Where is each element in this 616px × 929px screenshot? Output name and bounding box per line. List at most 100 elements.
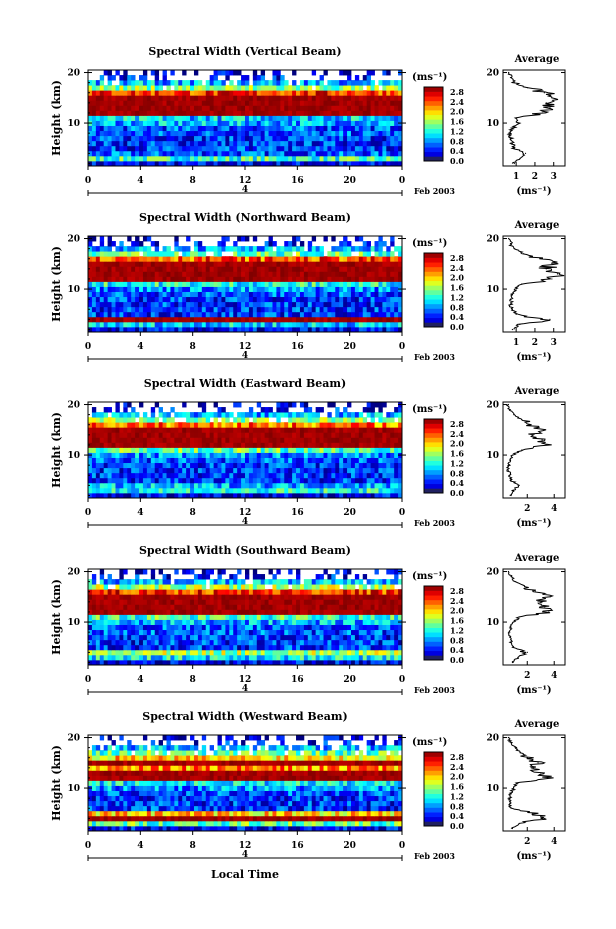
heatmap-cell: [366, 467, 371, 474]
heatmap-cell: [119, 467, 124, 474]
heatmap-cell: [354, 452, 360, 458]
heatmap-cell: [354, 261, 360, 267]
heatmap-cell: [272, 271, 277, 277]
heatmap-cell: [91, 482, 97, 489]
heatmap-cell: [284, 477, 289, 484]
heatmap-cell: [323, 160, 328, 167]
heatmap-cell: [131, 95, 136, 101]
heatmap-cell: [213, 427, 218, 433]
heatmap-cell: [170, 422, 175, 428]
heatmap-cell: [327, 649, 332, 656]
heatmap-cell: [339, 90, 344, 96]
heatmap-cell: [178, 644, 183, 651]
heatmap-cell: [170, 276, 175, 282]
heatmap-cell: [331, 80, 336, 86]
heatmap-cell: [284, 639, 289, 646]
heatmap-cell: [288, 301, 293, 308]
heatmap-cell: [217, 130, 222, 137]
heatmap-cell: [350, 85, 356, 91]
heatmap-cell: [292, 150, 297, 157]
heatmap-cell: [358, 160, 364, 167]
heatmap-cell: [131, 326, 136, 333]
heatmap-cell: [264, 301, 269, 308]
heatmap-cell: [201, 261, 207, 267]
heatmap-cell: [88, 296, 93, 303]
heatmap-cell: [284, 286, 289, 292]
heatmap-cell: [245, 296, 250, 303]
heatmap-cell: [260, 316, 266, 323]
heatmap-cell: [331, 145, 336, 152]
heatmap-cell: [127, 462, 132, 469]
heatmap-cell: [201, 311, 207, 318]
heatmap-cell: [382, 644, 387, 651]
heatmap-cell: [186, 286, 191, 292]
heatmap-cell: [280, 477, 285, 484]
heatmap-cell: [205, 140, 211, 147]
heatmap-cell: [323, 644, 328, 651]
heatmap-cell: [158, 321, 163, 328]
heatmap-cell: [296, 120, 301, 126]
heatmap-cell: [366, 407, 371, 413]
heatmap-cell: [335, 85, 340, 91]
heatmap-cell: [178, 276, 183, 282]
heatmap-cell: [276, 457, 281, 464]
heatmap-cell: [166, 427, 171, 433]
heatmap-cell: [119, 241, 124, 247]
heatmap-cell: [91, 311, 97, 318]
heatmap-cell: [182, 639, 187, 646]
heatmap-cell: [327, 477, 332, 484]
heatmap-cell: [350, 326, 356, 333]
heatmap-cell: [374, 634, 379, 641]
heatmap-cell: [139, 487, 144, 494]
heatmap-cell: [209, 100, 214, 106]
profile-point: [509, 132, 512, 134]
heatmap-cell: [166, 246, 171, 252]
heatmap-cell: [398, 321, 403, 328]
heatmap-cell: [245, 634, 250, 641]
heatmap-cell: [362, 654, 368, 661]
heatmap-cell: [88, 427, 93, 433]
colorbar-tick-label: 0.8: [450, 468, 464, 478]
heatmap-cell: [88, 442, 93, 448]
heatmap-cell: [170, 261, 175, 267]
heatmap-cell: [182, 100, 187, 106]
heatmap-cell: [111, 120, 116, 126]
heatmap-cell: [292, 477, 297, 484]
heatmap-cell: [378, 417, 383, 423]
heatmap-cell: [284, 452, 289, 458]
heatmap-cell: [370, 115, 375, 121]
heatmap-cell: [99, 80, 105, 86]
heatmap-cell: [182, 472, 187, 479]
heatmap-cell: [248, 150, 254, 157]
heatmap-cell: [221, 639, 226, 646]
heatmap-cell: [205, 457, 211, 464]
heatmap-cell: [154, 301, 160, 308]
heatmap-cell: [178, 326, 183, 333]
heatmap-cell: [186, 321, 191, 328]
heatmap-cell: [303, 301, 309, 308]
heatmap-cell: [339, 482, 344, 489]
heatmap-cell: [201, 160, 207, 167]
heatmap-cell: [91, 251, 97, 257]
heatmap-cell: [166, 80, 171, 86]
heatmap-cell: [248, 659, 254, 666]
heatmap-cell: [135, 105, 140, 111]
heatmap-cell: [260, 130, 266, 137]
heatmap-cell: [123, 105, 128, 111]
heatmap-cell: [193, 462, 199, 469]
heatmap-cell: [142, 301, 148, 308]
heatmap-cell: [347, 462, 352, 469]
heatmap-cell: [193, 654, 199, 661]
heatmap-cell: [241, 140, 246, 147]
heatmap-cell: [193, 115, 199, 121]
heatmap-cell: [154, 246, 160, 252]
heatmap-cell: [264, 422, 269, 428]
heatmap-cell: [190, 487, 195, 494]
heatmap-cell: [347, 482, 352, 489]
heatmap-cell: [201, 654, 207, 661]
heatmap-cell: [190, 306, 195, 313]
heatmap-cell: [343, 261, 348, 267]
heatmap-cell: [394, 482, 399, 489]
heatmap-cell: [139, 291, 144, 298]
heatmap-cell: [158, 649, 163, 656]
